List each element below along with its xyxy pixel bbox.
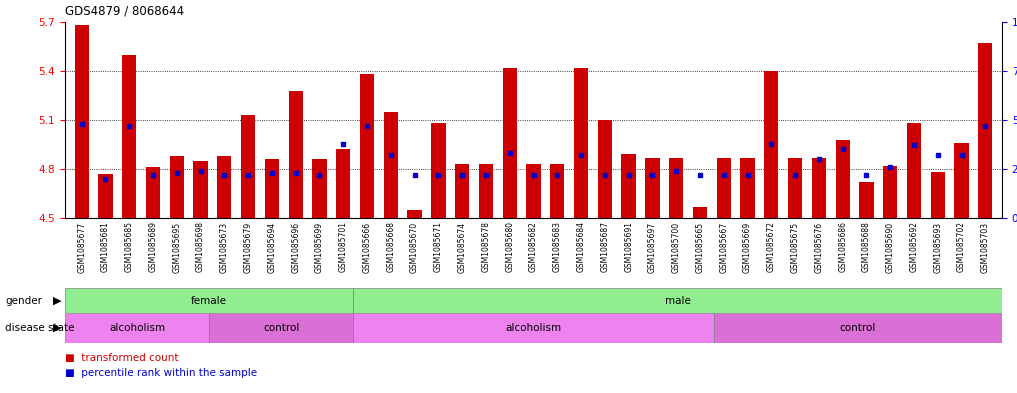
Text: GSM1085692: GSM1085692 [909, 222, 918, 272]
Text: GSM1085680: GSM1085680 [505, 222, 515, 272]
Bar [502, 68, 517, 218]
Bar [859, 182, 874, 218]
Text: ■  transformed count: ■ transformed count [65, 353, 179, 363]
Text: GSM1085679: GSM1085679 [244, 222, 252, 273]
Text: alcoholism: alcoholism [505, 323, 561, 333]
Text: GSM1085702: GSM1085702 [957, 222, 966, 272]
Bar [336, 149, 351, 218]
Text: GSM1085665: GSM1085665 [696, 222, 705, 273]
Bar [241, 115, 255, 218]
Text: ▶: ▶ [53, 323, 61, 333]
Bar [65, 288, 353, 313]
Text: GSM1085687: GSM1085687 [600, 222, 609, 272]
Text: GSM1085688: GSM1085688 [862, 222, 871, 272]
Bar [360, 74, 374, 218]
Text: gender: gender [5, 296, 42, 305]
Text: GSM1085694: GSM1085694 [267, 222, 277, 273]
Text: GSM1085686: GSM1085686 [838, 222, 847, 272]
Bar [527, 164, 541, 218]
Text: GSM1085667: GSM1085667 [719, 222, 728, 273]
Bar [907, 123, 921, 218]
Bar [693, 207, 707, 218]
Text: GSM1085693: GSM1085693 [934, 222, 943, 273]
Bar [978, 43, 993, 218]
Text: GSM1085696: GSM1085696 [291, 222, 300, 273]
Text: GSM1085677: GSM1085677 [77, 222, 86, 273]
Bar [550, 164, 564, 218]
Text: GSM1085683: GSM1085683 [553, 222, 561, 272]
Text: GSM1085672: GSM1085672 [767, 222, 776, 272]
Text: GSM1085691: GSM1085691 [624, 222, 634, 272]
Bar [479, 164, 493, 218]
Bar [598, 120, 612, 218]
Text: GSM1085703: GSM1085703 [980, 222, 990, 273]
Bar [574, 68, 588, 218]
Text: GSM1085689: GSM1085689 [148, 222, 158, 272]
Text: GSM1085685: GSM1085685 [125, 222, 133, 272]
Bar [740, 158, 755, 218]
Text: GSM1085684: GSM1085684 [577, 222, 586, 272]
Bar [455, 164, 469, 218]
Bar [65, 313, 210, 343]
Bar [408, 210, 422, 218]
Bar [931, 172, 945, 218]
Bar [289, 91, 303, 218]
Text: GSM1085681: GSM1085681 [101, 222, 110, 272]
Bar [714, 313, 1002, 343]
Bar [122, 55, 136, 218]
Text: GSM1085673: GSM1085673 [220, 222, 229, 273]
Text: alcoholism: alcoholism [109, 323, 165, 333]
Text: control: control [840, 323, 876, 333]
Text: GSM1085701: GSM1085701 [339, 222, 348, 272]
Bar [621, 154, 636, 218]
Bar [170, 156, 184, 218]
Text: ■  percentile rank within the sample: ■ percentile rank within the sample [65, 368, 257, 378]
Text: GSM1085699: GSM1085699 [315, 222, 324, 273]
Bar [717, 158, 731, 218]
Bar [145, 167, 160, 218]
Text: ▶: ▶ [53, 296, 61, 305]
Bar [353, 313, 714, 343]
Bar [74, 25, 88, 218]
Text: GSM1085669: GSM1085669 [743, 222, 752, 273]
Text: GSM1085676: GSM1085676 [815, 222, 824, 273]
Text: disease state: disease state [5, 323, 74, 333]
Bar [669, 158, 683, 218]
Text: GSM1085674: GSM1085674 [458, 222, 467, 273]
Text: GSM1085671: GSM1085671 [434, 222, 442, 272]
Text: male: male [665, 296, 691, 305]
Text: GSM1085698: GSM1085698 [196, 222, 205, 272]
Bar [812, 158, 826, 218]
Bar [193, 161, 207, 218]
Text: GSM1085675: GSM1085675 [790, 222, 799, 273]
Text: GDS4879 / 8068644: GDS4879 / 8068644 [65, 5, 184, 18]
Bar [218, 156, 232, 218]
Bar [788, 158, 802, 218]
Bar [883, 166, 897, 218]
Bar [954, 143, 969, 218]
Text: GSM1085690: GSM1085690 [886, 222, 895, 273]
Text: GSM1085668: GSM1085668 [386, 222, 396, 272]
Bar [764, 71, 778, 218]
Bar [431, 123, 445, 218]
Bar [210, 313, 353, 343]
Text: GSM1085682: GSM1085682 [529, 222, 538, 272]
Text: GSM1085695: GSM1085695 [172, 222, 181, 273]
Text: GSM1085697: GSM1085697 [648, 222, 657, 273]
Bar [99, 174, 113, 218]
Bar [353, 288, 1002, 313]
Bar [264, 159, 279, 218]
Text: GSM1085670: GSM1085670 [410, 222, 419, 273]
Bar [383, 112, 398, 218]
Text: GSM1085678: GSM1085678 [481, 222, 490, 272]
Text: female: female [191, 296, 227, 305]
Bar [645, 158, 660, 218]
Text: GSM1085700: GSM1085700 [671, 222, 680, 273]
Text: control: control [263, 323, 299, 333]
Bar [312, 159, 326, 218]
Text: GSM1085666: GSM1085666 [362, 222, 371, 273]
Bar [836, 140, 850, 218]
